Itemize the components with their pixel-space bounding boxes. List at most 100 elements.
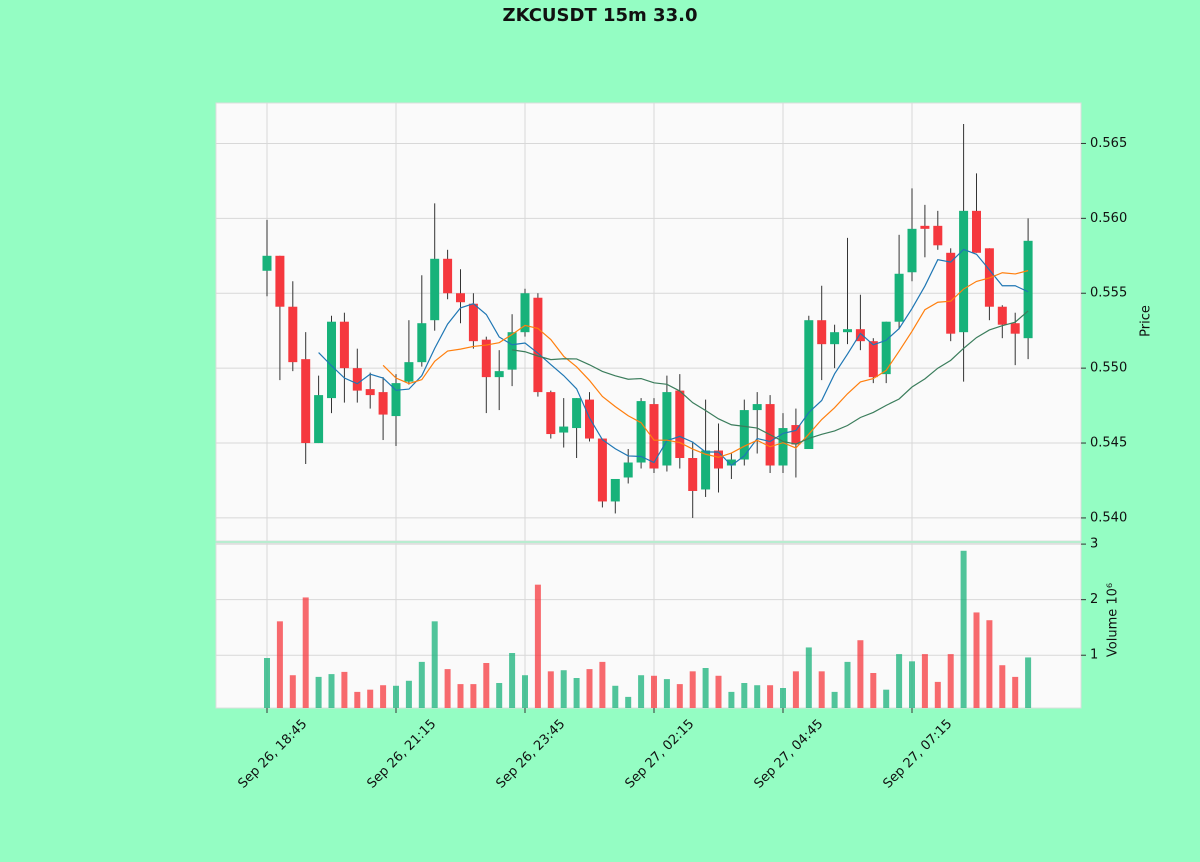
candle-body xyxy=(907,228,917,273)
volume-bar xyxy=(470,684,477,708)
candle-body xyxy=(726,459,736,466)
y-tick-label: 1 xyxy=(1090,648,1098,663)
volume-bar xyxy=(289,675,296,708)
volume-bar xyxy=(780,688,786,708)
candle-body xyxy=(559,426,569,433)
volume-bar xyxy=(586,669,593,708)
volume-bar xyxy=(1012,676,1019,708)
y-tick-label: 2 xyxy=(1090,592,1098,607)
candle-body xyxy=(456,293,465,303)
volume-bar xyxy=(354,691,361,708)
volume-bar xyxy=(496,683,503,708)
volume-bar xyxy=(444,669,451,708)
y-tick-label: 0.550 xyxy=(1090,361,1127,376)
moving-average xyxy=(382,270,1029,458)
candle-body xyxy=(920,225,930,229)
candle-body xyxy=(649,404,659,469)
candle-body xyxy=(1023,240,1033,339)
volume-bar xyxy=(1025,657,1032,708)
candle-body xyxy=(443,258,453,294)
volume-bar xyxy=(534,584,541,708)
candle-body xyxy=(481,339,491,378)
volume-bar xyxy=(276,621,283,708)
candle-body xyxy=(791,425,801,445)
volume-bar xyxy=(754,685,761,708)
volume-bar xyxy=(702,668,709,708)
volume-bar xyxy=(380,685,387,708)
volume-bar xyxy=(302,597,309,708)
volume-bar xyxy=(767,685,774,708)
volume-bar xyxy=(625,696,632,708)
y-axis-label: Price xyxy=(1139,305,1154,337)
candle-body xyxy=(778,428,788,466)
volume-bar xyxy=(909,661,915,708)
x-tick-label: Sep 27, 02:15 xyxy=(622,717,697,792)
candle-body xyxy=(868,341,878,378)
volume-bar xyxy=(715,675,722,708)
chart-title: ZKCUSDT 15m 33.0 xyxy=(503,5,698,26)
volume-bar xyxy=(431,621,438,708)
volume-bar xyxy=(405,680,412,708)
volume-panel xyxy=(215,542,1082,709)
candle-body xyxy=(546,392,556,435)
candle-body xyxy=(830,332,840,345)
candle-body xyxy=(817,320,827,345)
volume-bar xyxy=(522,675,528,708)
candle-body xyxy=(365,389,375,396)
candle-body xyxy=(855,329,865,342)
volume-bar xyxy=(818,671,825,708)
candle-body xyxy=(1010,323,1020,334)
candle-body xyxy=(288,306,298,363)
volume-axis-label: Volume 10⁶ xyxy=(1106,583,1121,657)
candle-body xyxy=(314,395,324,444)
volume-bar xyxy=(328,674,335,708)
x-tick-label: Sep 27, 04:45 xyxy=(751,717,826,792)
candle-body xyxy=(507,332,517,370)
candle-body xyxy=(468,303,478,342)
moving-average xyxy=(512,310,1029,445)
candle-body xyxy=(417,323,427,363)
candle-body xyxy=(585,399,594,439)
volume-bar xyxy=(728,691,735,708)
volume-bar xyxy=(973,612,980,708)
candle-body xyxy=(339,321,349,369)
candle-body xyxy=(946,252,956,334)
candle-body xyxy=(714,450,723,469)
candle-body xyxy=(533,297,543,393)
candle-body xyxy=(752,404,762,411)
candle-body xyxy=(997,306,1007,325)
volume-bar xyxy=(418,661,425,708)
candle-body xyxy=(597,438,607,502)
volume-bar xyxy=(883,689,890,708)
candle-body xyxy=(520,293,530,333)
candle-body xyxy=(327,321,336,399)
candle-body xyxy=(610,478,620,502)
volume-bar xyxy=(676,684,683,708)
volume-bar xyxy=(612,685,619,708)
candle-body xyxy=(494,371,504,378)
volume-bar xyxy=(483,663,490,708)
volume-bar xyxy=(599,661,606,708)
candle-body xyxy=(739,410,749,460)
candle-body xyxy=(843,329,852,333)
candle-body xyxy=(262,255,272,271)
candle-body xyxy=(572,398,582,429)
volume-bar xyxy=(547,671,554,708)
candle-body xyxy=(688,458,698,491)
volume-bar xyxy=(857,640,864,708)
candle-body xyxy=(430,258,440,321)
candle-body xyxy=(623,462,633,478)
candle-body xyxy=(972,210,981,253)
volume-bar xyxy=(509,653,516,708)
candle-body xyxy=(701,450,711,490)
volume-bar xyxy=(792,671,799,708)
volume-bar xyxy=(921,654,928,708)
x-tick-label: Sep 26, 21:15 xyxy=(364,717,439,792)
candle-body xyxy=(404,362,414,382)
volume-bar xyxy=(573,678,580,708)
volume-bar xyxy=(844,661,851,708)
y-tick-label: 3 xyxy=(1090,537,1098,552)
volume-bar xyxy=(367,689,374,708)
volume-bar xyxy=(831,691,838,708)
volume-bar xyxy=(560,670,567,708)
